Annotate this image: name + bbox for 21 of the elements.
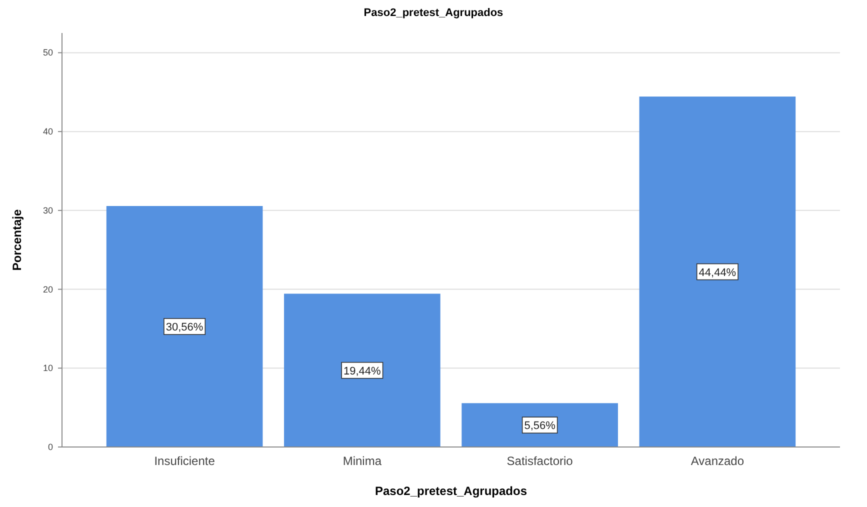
y-tick-label: 40 <box>42 126 53 137</box>
bar <box>284 294 440 447</box>
y-tick-label: 0 <box>48 442 53 452</box>
bar <box>106 206 263 447</box>
chart-title: Paso2_pretest_Agrupados <box>364 7 504 19</box>
x-tick-label: Insuficiente <box>154 454 216 468</box>
x-axis-title: Paso2_pretest_Agrupados <box>374 484 528 498</box>
bar <box>462 403 618 447</box>
x-tick-label: Satisfactorio <box>506 454 574 468</box>
data-label: 30,56% <box>166 322 204 334</box>
data-label: 19,44% <box>344 365 382 378</box>
y-tick-label: 20 <box>42 284 53 294</box>
x-tick-label: Minima <box>342 454 382 468</box>
bar <box>639 96 796 447</box>
y-tick-label: 10 <box>42 363 53 374</box>
y-tick-label: 30 <box>42 205 53 216</box>
data-label: 44,44% <box>698 266 736 279</box>
y-tick-label: 50 <box>42 48 53 58</box>
data-label: 5,56% <box>524 420 556 432</box>
y-axis-title: Porcentaje <box>10 208 24 271</box>
x-tick-label: Avanzado <box>690 454 744 468</box>
